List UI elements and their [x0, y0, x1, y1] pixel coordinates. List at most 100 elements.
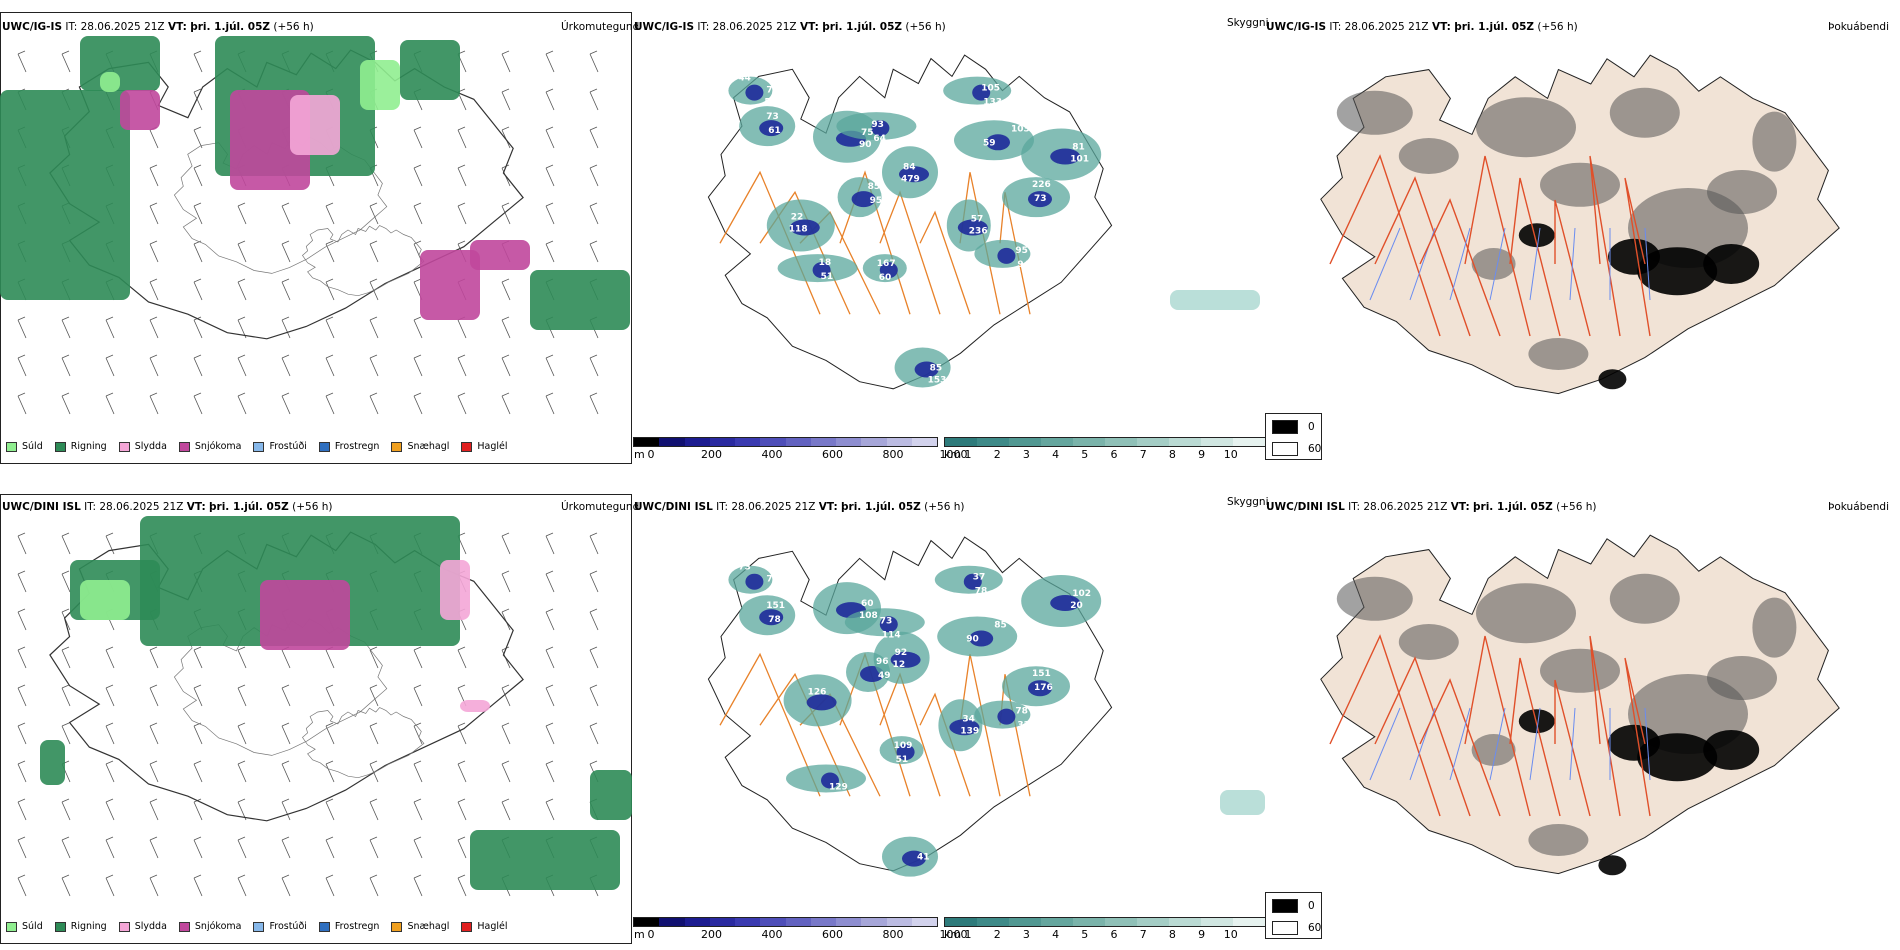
fog-legend-bottom: 0 60 — [1265, 892, 1322, 939]
panel-header-bottom-1: UWC/DINI ISL IT: 28.06.2025 21Z VT: þri.… — [2, 501, 332, 513]
cloudbase-label: 73 — [738, 563, 751, 573]
cloudbase-label: 18 — [819, 258, 832, 268]
legend-swatch — [54, 921, 66, 932]
cloudbase-area — [1050, 595, 1081, 611]
colorbar-tick: 0 — [647, 448, 655, 461]
model-name: UWC/IG-IS — [1266, 21, 1327, 33]
cloudbase-area — [997, 247, 1016, 264]
colorbar-tick: 4 — [1052, 928, 1060, 941]
visibility-area — [777, 254, 858, 283]
model-name: UWC/IG-IS — [634, 21, 695, 33]
road-line — [1419, 198, 1501, 337]
cloudbase-area — [914, 361, 939, 378]
lead-time: (+56 h) — [905, 21, 946, 33]
vt-value: þri. 1.júl. 05Z — [822, 21, 903, 33]
cloudbase-label: 101 — [1070, 155, 1089, 165]
colorbar-tick: 1 — [964, 928, 972, 941]
road-line — [959, 172, 1001, 315]
legend-item: Súld — [6, 921, 43, 932]
panel-header-top-3: UWC/IG-IS IT: 28.06.2025 21Z VT: þri. 1.… — [1266, 21, 1578, 33]
fog-legend-row: 0 — [1272, 420, 1315, 434]
cloudbase-label: 73 — [1034, 194, 1047, 204]
lead-time: (+56 h) — [292, 501, 333, 513]
river-line — [1529, 707, 1541, 781]
colorbar-tick: 8 — [1168, 928, 1176, 941]
legend-swatch — [318, 441, 330, 452]
cloudbase-area — [963, 573, 982, 590]
legend-item: Snjókoma — [178, 921, 241, 932]
fog-shade — [1752, 111, 1797, 172]
vt-label: VT: — [1450, 501, 1470, 513]
cloudbase-area — [745, 84, 764, 101]
visibility-area — [934, 565, 1003, 594]
cloudbase-area — [899, 166, 929, 183]
cloudbase-area — [972, 84, 991, 101]
fog-dense — [1608, 724, 1660, 761]
cloudbase-label: 126 — [808, 687, 827, 697]
legend-swatch — [461, 921, 473, 932]
cloudbase-area — [902, 850, 926, 867]
cloudbase-label: 118 — [789, 225, 808, 235]
cloudbase-label: 64 — [873, 134, 886, 144]
precip-legend-top: Súld Rigning Slydda Snjókoma Frostúði Frostre… — [6, 441, 520, 452]
fog-dense — [1598, 855, 1627, 876]
road-line — [879, 190, 941, 315]
river-line — [1644, 707, 1651, 781]
colorbar-tick: 6 — [1110, 928, 1118, 941]
it-label: IT: — [1348, 501, 1361, 513]
cloudbase-label: 78 — [768, 615, 781, 625]
cloudbase-label: 20 — [1070, 601, 1083, 611]
cloudbase-label: 236 — [969, 227, 988, 237]
lead-time: (+56 h) — [1556, 501, 1597, 513]
fog-shade — [1336, 90, 1413, 135]
lead-time: (+56 h) — [1537, 21, 1578, 33]
visibility-area — [946, 199, 991, 252]
visibility-area — [837, 177, 882, 218]
cloudbase-label: 85 — [930, 364, 943, 374]
fog-land — [1320, 534, 1840, 875]
river-line — [1449, 227, 1471, 301]
coastline — [707, 536, 1113, 872]
lead-time: (+56 h) — [273, 21, 314, 33]
fog-title-bottom: Þokuábendi — [1828, 501, 1889, 513]
road-line — [999, 674, 1031, 797]
visibility-area — [873, 631, 930, 684]
cloudbase-label: 73 — [880, 616, 893, 626]
visibility-area — [728, 565, 773, 594]
cloudbase-label: 114 — [882, 630, 901, 640]
visibility-area — [879, 736, 924, 765]
river-line — [1529, 227, 1541, 301]
cloudbase-area — [836, 602, 866, 619]
cloudbase-label: 95 — [1015, 246, 1028, 256]
fog-shade — [1528, 824, 1589, 856]
visibility-area — [894, 347, 951, 388]
legend-item: Snæhagl — [391, 921, 449, 932]
cloudbase-label: 78 — [1015, 707, 1028, 717]
it-value: 28.06.2025 21Z — [1344, 21, 1429, 33]
visibility-area — [974, 239, 1031, 268]
cloudbase-label: 34 — [962, 714, 975, 724]
colorbar-tick: 400 — [761, 448, 783, 461]
cloudbase-label: 153 — [928, 376, 947, 386]
cloudbase-area — [986, 134, 1010, 151]
fog-shade — [1752, 597, 1797, 658]
fog-dense — [1518, 709, 1555, 734]
colorbar-tick: 5 — [1081, 928, 1089, 941]
visibility-area — [766, 199, 835, 252]
fog-shade — [1707, 656, 1777, 700]
it-value: 28.06.2025 21Z — [99, 501, 184, 513]
legend-item: Rigning — [54, 921, 107, 932]
cloudbase-area — [879, 616, 898, 633]
fog-shade — [1540, 648, 1620, 693]
cloudbase-label: 41 — [917, 853, 930, 863]
colorbar-tick: 2 — [993, 928, 1001, 941]
fog-dense — [1703, 244, 1760, 284]
legend-label: Frostregn — [334, 441, 380, 452]
road-line — [919, 692, 971, 797]
colorbar-tick: 5 — [1081, 448, 1089, 461]
colorbar-tick: 200 — [701, 928, 722, 941]
vt-label: VT: — [818, 501, 838, 513]
river-line — [1569, 227, 1576, 301]
panel-header-bottom-3: UWC/DINI ISL IT: 28.06.2025 21Z VT: þri.… — [1266, 501, 1596, 513]
legend-item: Frostúði — [253, 921, 307, 932]
